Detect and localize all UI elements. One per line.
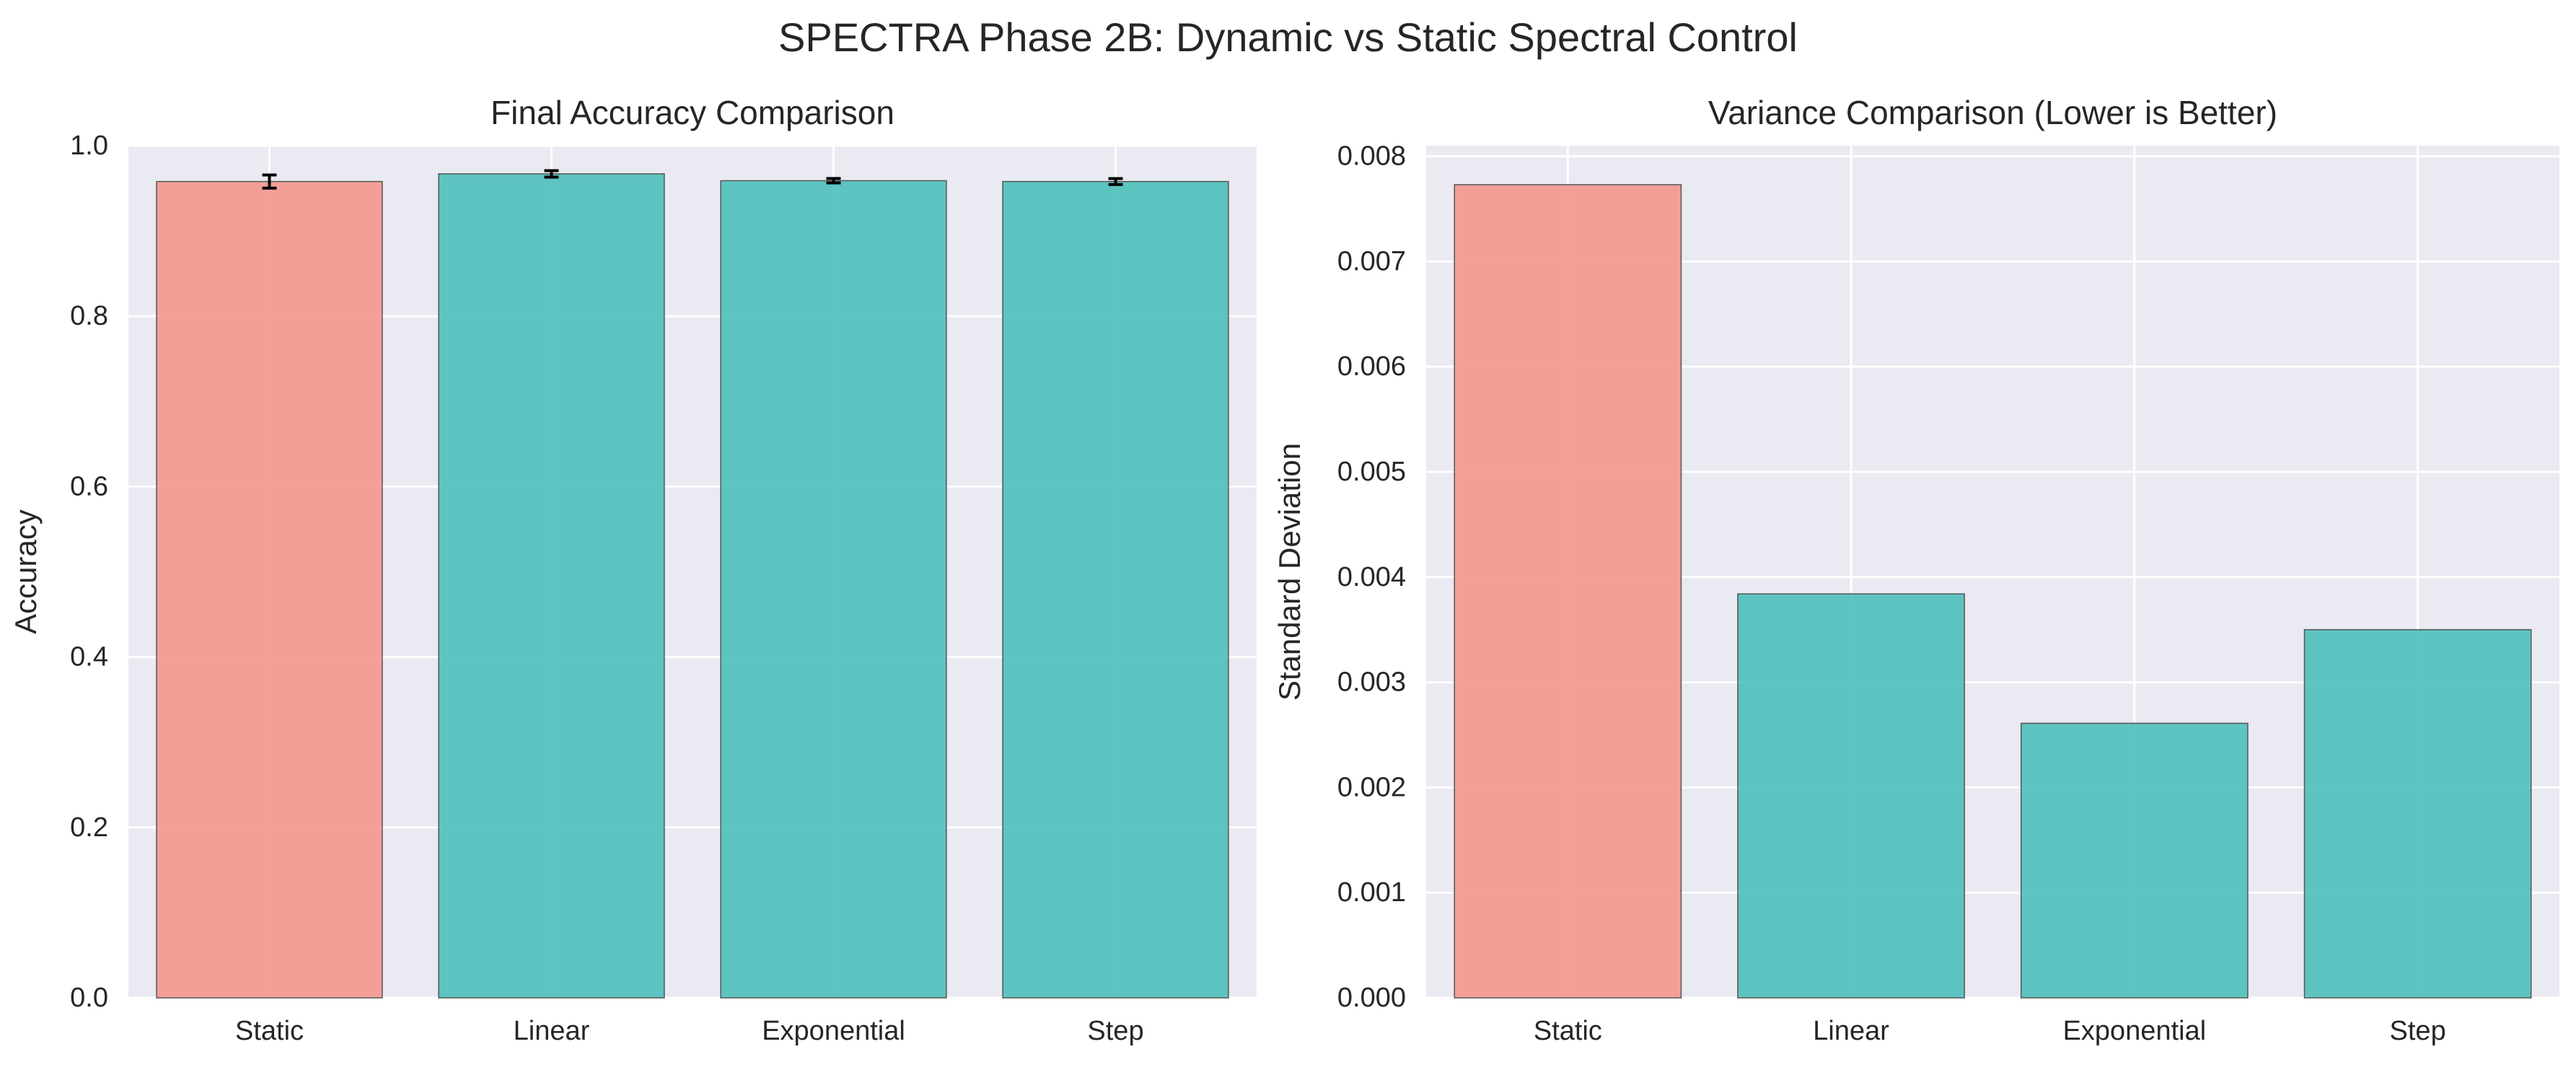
variance-xtick-label: Step	[2390, 1016, 2446, 1046]
accuracy-bar-static	[156, 180, 383, 999]
accuracy-ylabel: Accuracy	[9, 509, 43, 634]
accuracy-ytick-label: 0.4	[70, 642, 108, 672]
variance-ytick-label: 0.007	[1337, 246, 1406, 276]
accuracy-bar-step	[1002, 180, 1229, 999]
variance-xtick-label: Linear	[1813, 1016, 1889, 1046]
variance-plot-area	[1426, 146, 2559, 998]
figure-suptitle: SPECTRA Phase 2B: Dynamic vs Static Spec…	[778, 14, 1798, 60]
accuracy-xtick-label: Exponential	[762, 1016, 905, 1046]
variance-bar-exponential	[2021, 722, 2248, 999]
accuracy-ytick-label: 0.8	[70, 301, 108, 331]
variance-xtick-label: Static	[1534, 1016, 1602, 1046]
accuracy-xtick-label: Static	[235, 1016, 304, 1046]
variance-ytick-label: 0.005	[1337, 457, 1406, 487]
accuracy-bar-linear	[438, 173, 665, 999]
variance-bar-linear	[1737, 593, 1965, 999]
accuracy-ytick-label: 1.0	[70, 131, 108, 161]
accuracy-ytick-label: 0.6	[70, 471, 108, 501]
variance-ytick-label: 0.002	[1337, 772, 1406, 802]
variance-ytick-label: 0.001	[1337, 877, 1406, 908]
accuracy-ytick-label: 0.0	[70, 983, 108, 1013]
variance-ytick-label: 0.004	[1337, 562, 1406, 592]
variance-ylabel: Standard Deviation	[1272, 443, 1306, 701]
accuracy-title: Final Accuracy Comparison	[491, 94, 894, 131]
variance-ytick-label: 0.000	[1337, 983, 1406, 1013]
variance-ytick-label: 0.003	[1337, 667, 1406, 698]
variance-ytick-label: 0.008	[1337, 141, 1406, 172]
accuracy-plot-area	[128, 146, 1257, 998]
variance-ytick-label: 0.006	[1337, 351, 1406, 382]
variance-title: Variance Comparison (Lower is Better)	[1708, 94, 2277, 131]
accuracy-ytick-label: 0.2	[70, 812, 108, 843]
accuracy-bar-exponential	[720, 180, 947, 999]
variance-xtick-label: Exponential	[2063, 1016, 2207, 1046]
accuracy-xtick-label: Step	[1087, 1016, 1143, 1046]
accuracy-xtick-label: Linear	[514, 1016, 590, 1046]
variance-bar-static	[1454, 184, 1682, 999]
variance-bar-step	[2303, 628, 2532, 999]
